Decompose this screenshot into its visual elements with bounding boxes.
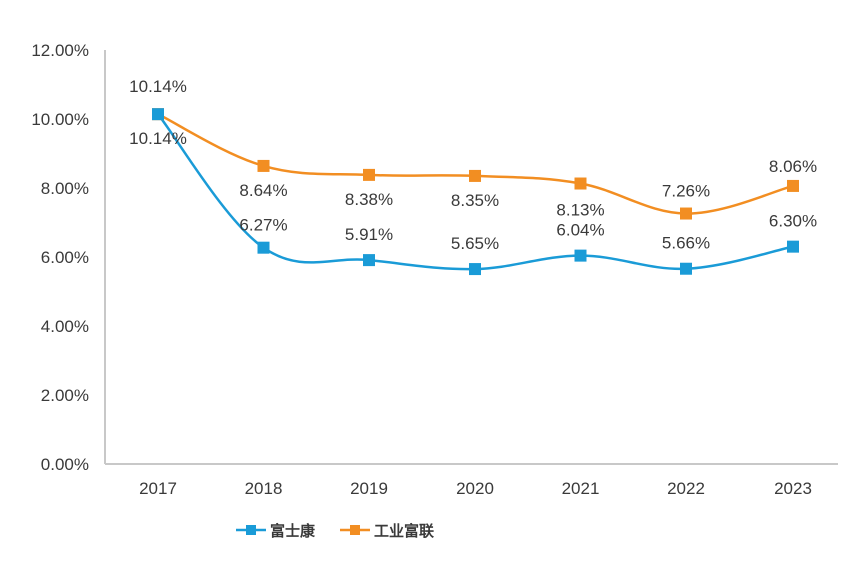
data-labels: 10.14% 6.27% 5.91% 5.65% 6.04% 5.66% 6.30% 10.1… (129, 77, 817, 253)
legend-marker-icon (246, 525, 256, 535)
legend: 富士康 工业富联 (236, 522, 435, 540)
data-point-marker (257, 159, 270, 172)
data-label: 8.38% (345, 190, 393, 209)
data-label: 6.04% (556, 221, 604, 240)
axes (104, 50, 838, 465)
x-tick-label: 2018 (245, 479, 283, 498)
y-tick-label: 8.00% (41, 179, 89, 198)
data-point-marker (680, 207, 692, 220)
x-tick-label: 2020 (456, 479, 494, 498)
data-label: 10.14% (129, 129, 187, 148)
data-label: 5.91% (345, 225, 393, 244)
y-axis-ticks: 0.00% 2.00% 4.00% 6.00% 8.00% 10.00% 12.00% (31, 41, 89, 474)
data-point-marker (574, 249, 587, 262)
y-tick-label: 2.00% (41, 386, 89, 405)
data-label: 6.30% (769, 212, 817, 231)
x-tick-label: 2023 (774, 479, 812, 498)
legend-label: 富士康 (270, 522, 316, 540)
x-tick-label: 2021 (562, 479, 600, 498)
data-point-marker (787, 179, 799, 192)
x-tick-label: 2017 (139, 479, 177, 498)
data-point-marker (469, 169, 481, 182)
y-tick-label: 12.00% (31, 41, 89, 60)
data-label: 8.35% (451, 191, 499, 210)
legend-marker-icon (350, 525, 360, 535)
y-tick-label: 4.00% (41, 317, 89, 336)
y-tick-label: 0.00% (41, 455, 89, 474)
data-point-marker (680, 262, 692, 275)
data-point-marker (363, 254, 375, 267)
x-tick-label: 2022 (667, 479, 705, 498)
data-label: 10.14% (129, 77, 187, 96)
data-label: 7.26% (662, 182, 710, 201)
data-label: 6.27% (239, 216, 287, 235)
legend-label: 工业富联 (374, 522, 435, 540)
y-tick-label: 6.00% (41, 248, 89, 267)
data-label: 5.66% (662, 234, 710, 253)
data-point-marker (574, 177, 587, 190)
data-point-marker (257, 241, 270, 254)
legend-item: 富士康 (236, 522, 316, 540)
x-axis-ticks: 2017 2018 2019 2020 2021 2022 2023 (139, 479, 812, 498)
series-markers (152, 108, 799, 276)
data-label: 8.13% (556, 201, 604, 220)
x-tick-label: 2019 (350, 479, 388, 498)
legend-item: 工业富联 (340, 522, 435, 540)
data-point-marker (363, 168, 375, 181)
data-point-marker (469, 263, 481, 276)
data-label: 5.65% (451, 234, 499, 253)
data-point-marker (787, 240, 799, 253)
data-label: 8.06% (769, 157, 817, 176)
data-label: 8.64% (239, 181, 287, 200)
y-tick-label: 10.00% (31, 110, 89, 129)
data-point-marker (152, 108, 164, 121)
